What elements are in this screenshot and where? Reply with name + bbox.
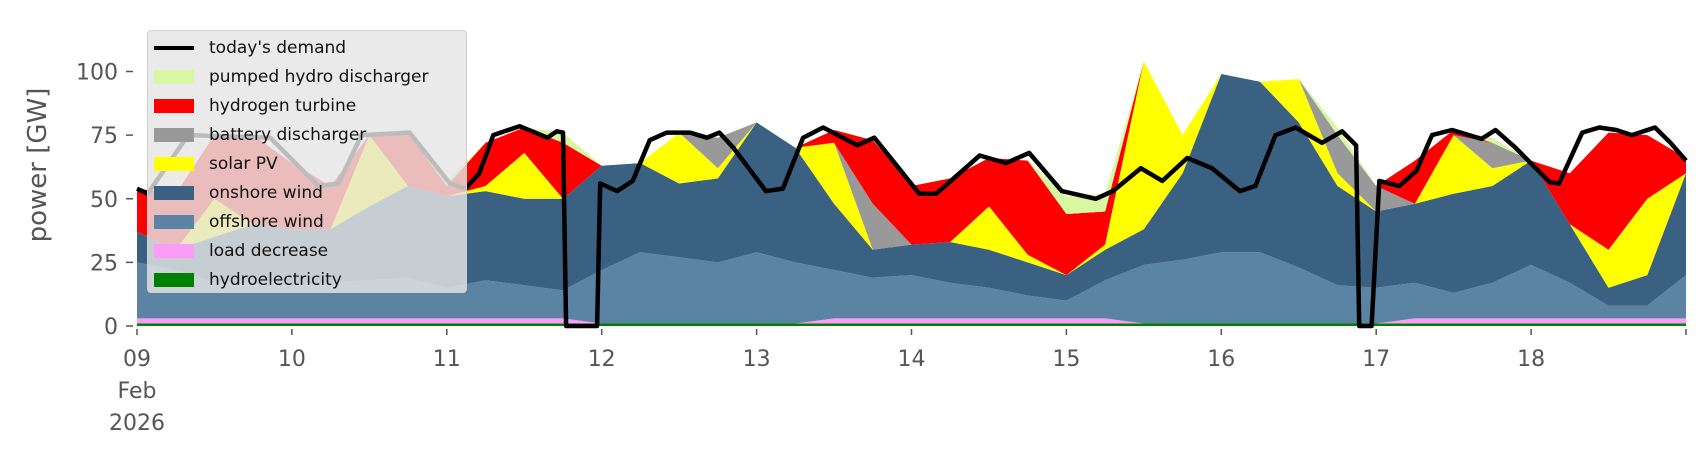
- legend-item-offshore: offshore wind: [154, 208, 324, 236]
- x-tick-label: 11: [433, 347, 461, 372]
- legend-swatch: [154, 273, 194, 287]
- x-tick-label: 12: [588, 347, 616, 372]
- legend-label: battery discharger: [209, 125, 367, 145]
- legend-swatch: [154, 244, 194, 258]
- legend-item-onshore: onshore wind: [154, 179, 323, 207]
- y-axis-label: power [GW]: [23, 88, 53, 243]
- x-tick-label: 14: [898, 347, 926, 372]
- legend-swatch: [154, 186, 194, 200]
- legend-swatch: [154, 157, 194, 171]
- area-solar-pv: [137, 61, 1686, 288]
- legend-item-battery: battery discharger: [154, 121, 366, 149]
- area-load-decrease: [137, 318, 1686, 324]
- y-tick-label: 0: [104, 315, 118, 340]
- x-tick-label: 17: [1362, 347, 1390, 372]
- legend-item-solar: solar PV: [154, 150, 278, 178]
- legend-item-hydrogen: hydrogen turbine: [154, 92, 356, 120]
- axes: 0 25 50 75 100 09 Feb 2026 10 11 12 13 14 15 16 17 18: [76, 61, 1687, 436]
- x-tick-label: 16: [1207, 347, 1235, 372]
- legend-swatch: [154, 70, 194, 84]
- x-tick-label: 13: [743, 347, 771, 372]
- legend-label: today's demand: [209, 38, 347, 58]
- area-hydrogen-turbine: [137, 61, 1686, 276]
- legend: today's demand pumped hydro discharger h…: [147, 30, 467, 293]
- demand-line-group: [136, 123, 1688, 329]
- y-tick-label: 75: [90, 124, 118, 149]
- x-tick-label: 18: [1517, 347, 1545, 372]
- legend-label: hydroelectricity: [209, 270, 342, 290]
- legend-label: onshore wind: [209, 183, 323, 203]
- legend-item-demand: today's demand: [154, 34, 346, 62]
- legend-item-hydro: hydroelectricity: [154, 266, 342, 294]
- legend-swatch: [154, 99, 194, 113]
- legend-item-load-decrease: load decrease: [154, 237, 328, 265]
- legend-label: pumped hydro discharger: [209, 67, 429, 87]
- x-tick-month: Feb: [118, 379, 157, 404]
- area-offshore-wind: [137, 252, 1686, 324]
- legend-label: hydrogen turbine: [209, 96, 357, 116]
- x-tick-label: 10: [278, 347, 306, 372]
- legend-label: load decrease: [209, 241, 329, 261]
- y-tick-label: 25: [90, 251, 118, 276]
- legend-line-swatch: [154, 46, 194, 50]
- x-tick-label: 15: [1052, 347, 1080, 372]
- legend-item-pumped-hydro: pumped hydro discharger: [154, 63, 428, 91]
- legend-swatch: [154, 215, 194, 229]
- area-hydroelectricity: [137, 323, 1686, 326]
- y-tick-label: 100: [76, 61, 118, 86]
- legend-swatch: [154, 128, 194, 142]
- area-onshore-wind: [137, 74, 1686, 306]
- legend-label: solar PV: [209, 154, 278, 174]
- stacked-areas: [137, 61, 1686, 326]
- x-tick-label: 09: [123, 347, 151, 372]
- x-tick-year: 2026: [109, 411, 165, 436]
- demand-line: [136, 123, 1688, 329]
- legend-label: offshore wind: [209, 212, 324, 232]
- y-tick-label: 50: [90, 188, 118, 213]
